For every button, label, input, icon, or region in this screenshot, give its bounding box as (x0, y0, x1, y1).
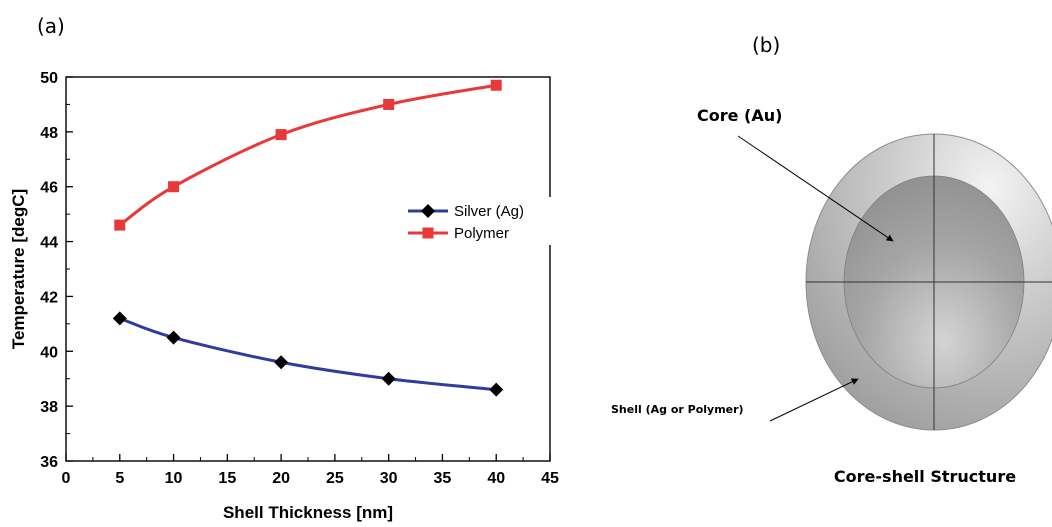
y-axis-ticks: 36 38 40 42 44 46 48 50 (40, 70, 73, 471)
panel-label-a: (a) (37, 14, 65, 38)
y-tick-label: 42 (40, 289, 58, 306)
x-tick-label: 5 (115, 470, 124, 487)
data-point-silver (112, 311, 127, 326)
core-arrow (737, 135, 894, 242)
x-tick-label: 20 (272, 470, 290, 487)
series-layer (112, 79, 504, 397)
legend-marker-polymer (422, 227, 434, 239)
y-tick-label: 50 (40, 70, 58, 87)
y-tick-label: 40 (40, 344, 58, 361)
x-tick-label: 35 (434, 470, 452, 487)
series-line-silver (119, 316, 497, 392)
x-tick-label: 0 (62, 470, 71, 487)
y-tick-label: 46 (40, 180, 58, 197)
x-axis-ticks: 0 5 10 15 20 25 30 35 40 45 (62, 454, 559, 487)
x-axis-title: Shell Thickness [nm] (223, 503, 393, 522)
data-point-polymer (114, 219, 126, 231)
y-tick-label: 38 (40, 399, 58, 416)
shell-label: Shell (Ag or Polymer) (611, 403, 744, 416)
data-point-silver (166, 330, 181, 345)
core-shell-diagram: Core (Au) Shell (Ag or Polymer) Core-she… (611, 106, 1052, 486)
panel-label-b: (b) (752, 33, 780, 57)
chart-legend: Silver (Ag) Polymer (404, 197, 552, 245)
legend-label-polymer: Polymer (454, 225, 509, 242)
x-tick-label: 25 (326, 470, 344, 487)
data-point-polymer (383, 98, 395, 110)
data-point-polymer (490, 79, 502, 91)
data-point-polymer (168, 181, 180, 193)
data-point-polymer (275, 129, 287, 141)
legend-marker-silver (421, 204, 435, 218)
legend-label-silver: Silver (Ag) (454, 203, 524, 220)
diagram-caption: Core-shell Structure (834, 467, 1016, 486)
data-point-silver (489, 382, 504, 397)
x-tick-label: 30 (380, 470, 398, 487)
y-tick-label: 48 (40, 125, 58, 142)
y-tick-label: 36 (40, 454, 58, 471)
data-point-silver (274, 355, 289, 370)
core-label: Core (Au) (697, 106, 782, 125)
x-tick-label: 15 (218, 470, 236, 487)
x-tick-label: 10 (165, 470, 183, 487)
shell-arrow (769, 378, 859, 422)
plot-frame (65, 76, 551, 462)
temperature-chart: 36 38 40 42 44 46 48 50 0 5 10 15 20 25 30 35 40 45 Shel… (9, 70, 559, 522)
y-tick-label: 44 (40, 235, 58, 252)
legend-items: Silver (Ag) Polymer (408, 203, 524, 242)
y-axis-title: Temperature [degC] (9, 189, 28, 349)
data-point-silver (381, 371, 396, 386)
x-tick-label: 40 (487, 470, 505, 487)
x-tick-label: 45 (541, 470, 559, 487)
